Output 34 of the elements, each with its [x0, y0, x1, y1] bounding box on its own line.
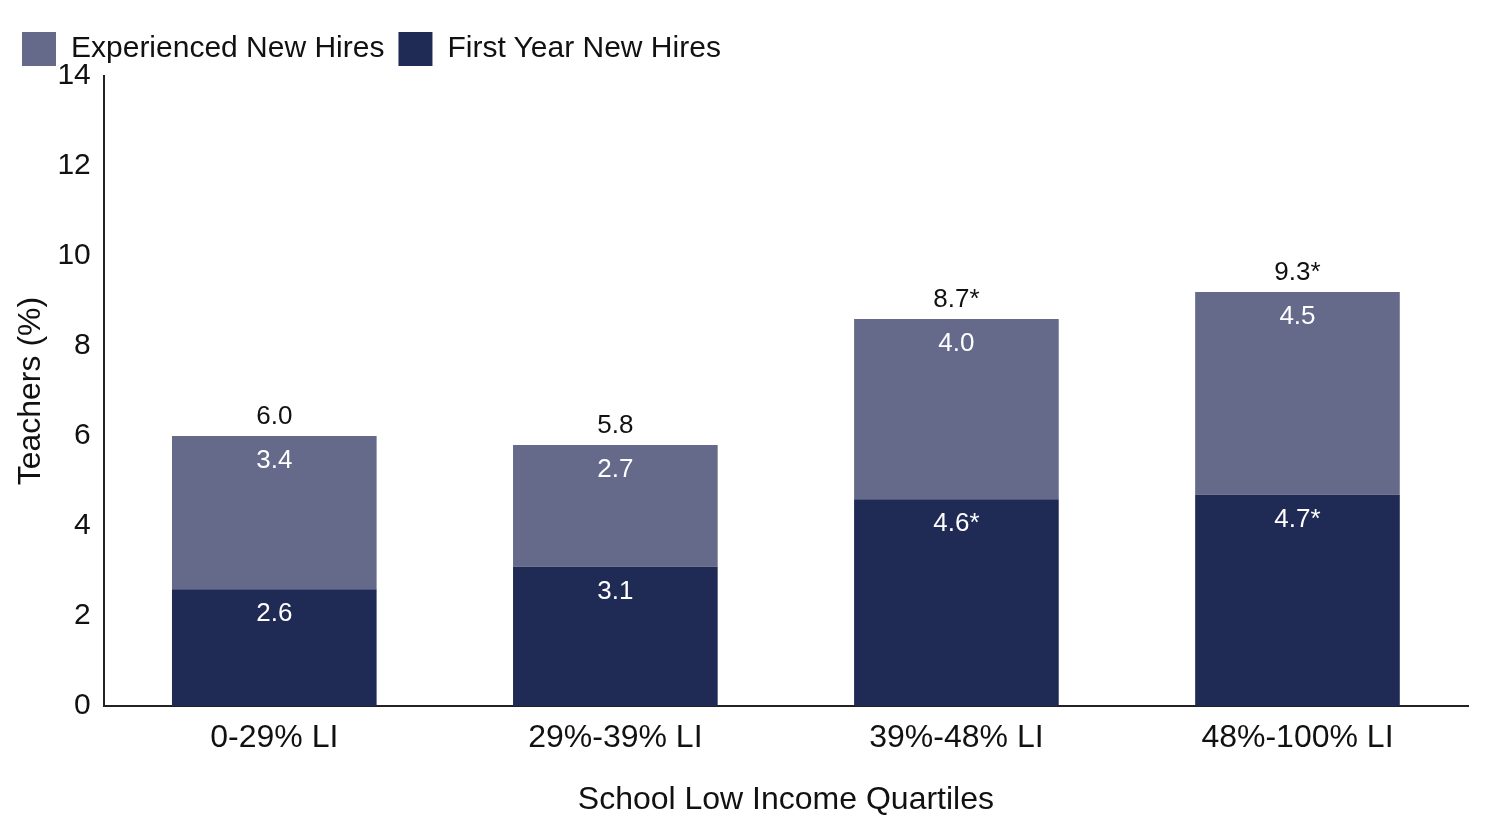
y-tick-label: 10 — [57, 237, 91, 271]
bar — [171, 436, 377, 590]
total-label: 6.0 — [256, 400, 293, 431]
x-tick-label: 48%-100% LI — [1201, 718, 1394, 755]
y-tick-label: 12 — [57, 147, 91, 181]
data-label: 4.7* — [1274, 502, 1321, 533]
total-label: 9.3* — [1274, 256, 1321, 287]
total-label: 8.7* — [933, 283, 980, 314]
bar — [513, 445, 718, 567]
x-tick-label: 29%-39% LI — [528, 718, 703, 755]
data-label: 4.5 — [1279, 300, 1316, 331]
data-label: 4.6* — [933, 507, 980, 538]
y-axis-title: Teachers (%) — [11, 296, 48, 486]
data-label: 2.7 — [597, 453, 634, 484]
bar — [1195, 494, 1400, 707]
y-tick-label: 8 — [74, 327, 91, 361]
bar — [1195, 292, 1400, 495]
x-axis-title: School Low Income Quartiles — [577, 779, 994, 816]
bar — [854, 319, 1059, 500]
y-tick-label: 2 — [74, 597, 91, 631]
y-tick-label: 6 — [74, 417, 91, 451]
bar — [513, 566, 718, 707]
x-tick-label: 39%-48% LI — [869, 718, 1044, 755]
data-label: 3.4 — [256, 444, 293, 475]
total-label: 5.8 — [597, 409, 634, 440]
data-label: 3.1 — [597, 574, 634, 605]
legend-label: First Year New Hires — [447, 30, 721, 64]
y-tick-label: 0 — [74, 687, 91, 721]
y-tick-label: 4 — [74, 507, 91, 541]
data-label: 4.0 — [938, 327, 975, 358]
data-label: 2.6 — [256, 597, 293, 628]
x-tick-label: 0-29% LI — [210, 718, 339, 755]
bar — [171, 589, 377, 707]
bar — [854, 499, 1059, 707]
